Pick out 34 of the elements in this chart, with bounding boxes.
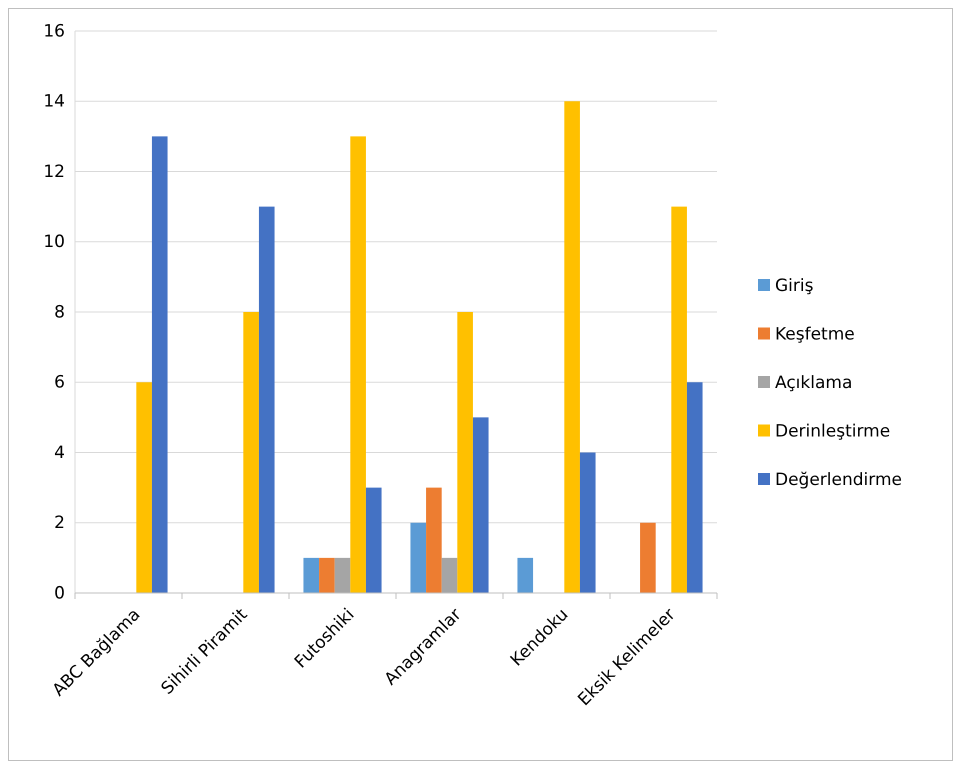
bar (426, 488, 442, 593)
bar (243, 312, 259, 593)
y-tick-label: 4 (54, 442, 65, 463)
bar (258, 206, 275, 593)
bar (671, 206, 687, 593)
y-tick-label: 2 (54, 513, 65, 534)
bar (686, 382, 703, 593)
bar (136, 382, 152, 593)
y-tick-label: 10 (43, 232, 65, 252)
bar (580, 452, 596, 593)
bar (319, 558, 335, 593)
bar (517, 558, 534, 593)
bar (472, 417, 489, 593)
bar (350, 136, 366, 593)
y-tick-label: 16 (43, 21, 65, 42)
bar (640, 522, 656, 593)
bar (410, 522, 426, 593)
bar (334, 558, 350, 593)
y-tick-label: 12 (43, 162, 65, 182)
legend-label: Değerlendirme (775, 470, 902, 490)
bar (303, 558, 320, 593)
legend-label: Giriş (775, 276, 814, 296)
bar (457, 312, 473, 593)
legend-label: Derinleştirme (775, 421, 890, 442)
y-tick-label: 0 (54, 583, 65, 604)
bar (366, 488, 382, 593)
legend-label: Keşfetme (775, 324, 855, 344)
bar (442, 558, 458, 593)
bar (152, 136, 168, 593)
y-tick-label: 14 (43, 92, 65, 112)
y-tick-label: 8 (54, 302, 65, 322)
legend-label: Açıklama (775, 372, 852, 393)
y-tick-label: 6 (54, 372, 65, 393)
bar (564, 101, 580, 593)
